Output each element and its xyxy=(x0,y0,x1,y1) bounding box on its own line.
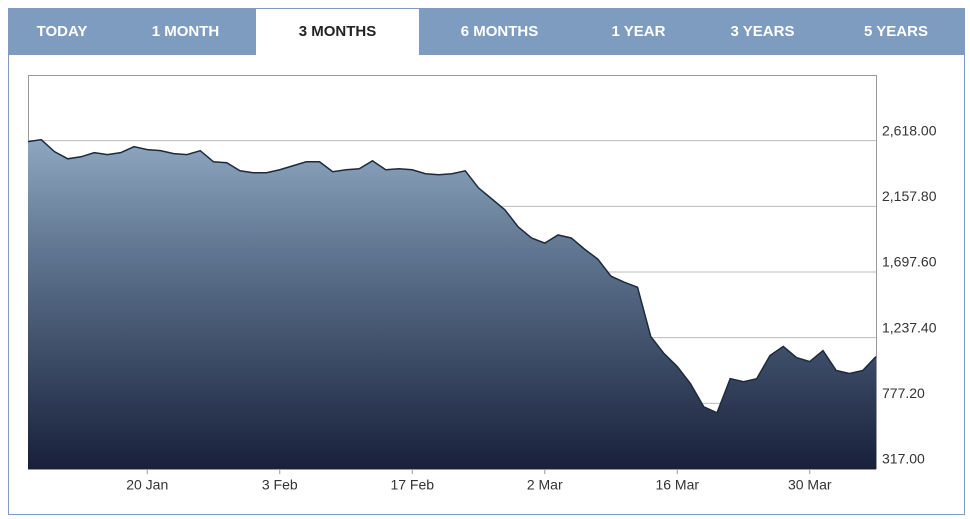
x-tick-label: 2 Mar xyxy=(527,477,563,493)
tab[interactable]: 6 MONTHS xyxy=(461,23,539,40)
tab[interactable]: 1 YEAR xyxy=(612,23,666,40)
x-tick-label: 20 Jan xyxy=(126,477,168,493)
x-tick-label: 16 Mar xyxy=(655,477,699,493)
y-tick-label: 2,157.80 xyxy=(882,188,937,204)
tab[interactable]: TODAY xyxy=(37,23,88,40)
area-fill xyxy=(28,139,876,469)
tab[interactable]: 3 YEARS xyxy=(731,23,795,40)
tab-bar xyxy=(9,9,964,55)
x-tick-label: 3 Feb xyxy=(262,477,298,493)
y-tick-label: 1,237.40 xyxy=(882,319,937,335)
x-tick-label: 17 Feb xyxy=(390,477,434,493)
y-tick-label: 1,697.60 xyxy=(882,254,937,270)
y-tick-label: 317.00 xyxy=(882,451,925,467)
tab[interactable]: 1 MONTH xyxy=(152,23,220,40)
tab[interactable]: 5 YEARS xyxy=(864,23,928,40)
y-tick-label: 2,618.00 xyxy=(882,122,937,138)
y-tick-label: 777.20 xyxy=(882,385,925,401)
tab[interactable]: 3 MONTHS xyxy=(299,23,377,40)
line xyxy=(27,138,877,414)
tab-active-bg xyxy=(256,9,419,55)
x-tick-label: 30 Mar xyxy=(788,477,832,493)
